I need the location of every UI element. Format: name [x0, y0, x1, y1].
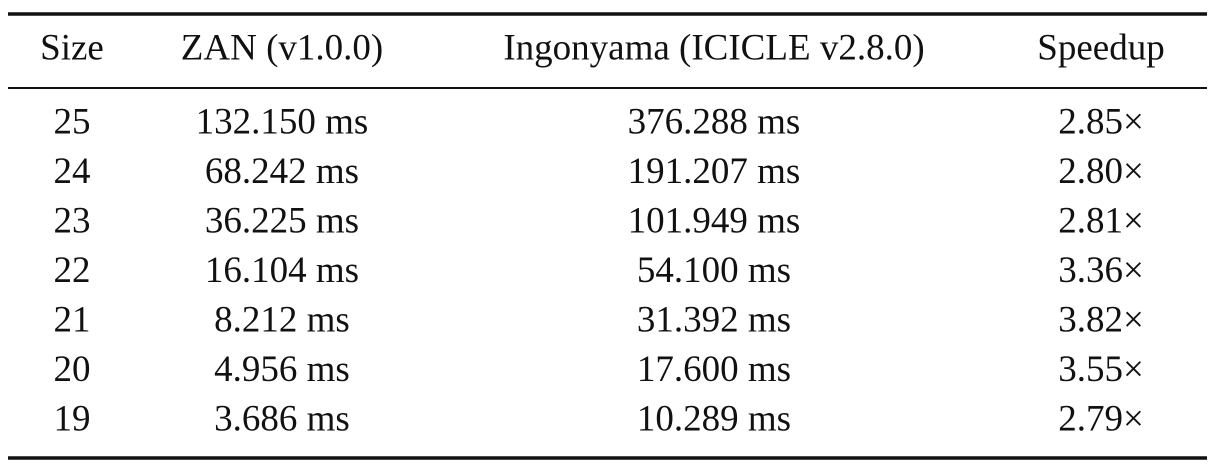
table-cell: 2.79× — [1058, 398, 1144, 439]
table-cell: 8.212 ms — [214, 299, 350, 340]
header-cell: Size — [40, 27, 104, 68]
table-cell: 101.949 ms — [628, 200, 801, 241]
table-cell: 68.242 ms — [205, 151, 359, 192]
header-cell: Speedup — [1037, 27, 1164, 68]
table-cell: 22 — [54, 250, 91, 291]
table-cell: 36.225 ms — [205, 200, 359, 241]
table-cell: 10.289 ms — [637, 398, 791, 439]
table-cell: 2.80× — [1058, 151, 1144, 192]
table-cell: 25 — [54, 101, 91, 142]
table-cell: 2.81× — [1058, 200, 1144, 241]
table-cell: 16.104 ms — [205, 250, 359, 291]
table-cell: 20 — [54, 349, 91, 390]
table-cell: 3.82× — [1058, 299, 1144, 340]
table-cell: 19 — [54, 398, 91, 439]
table-cell: 24 — [54, 151, 91, 192]
table-cell: 3.36× — [1058, 250, 1144, 291]
table-cell: 23 — [54, 200, 91, 241]
table-cell: 376.288 ms — [628, 101, 801, 142]
table-cell: 3.686 ms — [214, 398, 350, 439]
header-cell: Ingonyama (ICICLE v2.8.0) — [503, 27, 924, 68]
table-cell: 17.600 ms — [637, 349, 791, 390]
table-cell: 4.956 ms — [214, 349, 350, 390]
header-cell: ZAN (v1.0.0) — [181, 27, 383, 68]
table-cell: 3.55× — [1058, 349, 1144, 390]
table-cell: 31.392 ms — [637, 299, 791, 340]
table-cell: 21 — [54, 299, 91, 340]
table-cell: 2.85× — [1058, 101, 1144, 142]
table-cell: 132.150 ms — [196, 101, 369, 142]
table-cell: 191.207 ms — [628, 151, 801, 192]
table-cell: 54.100 ms — [637, 250, 791, 291]
